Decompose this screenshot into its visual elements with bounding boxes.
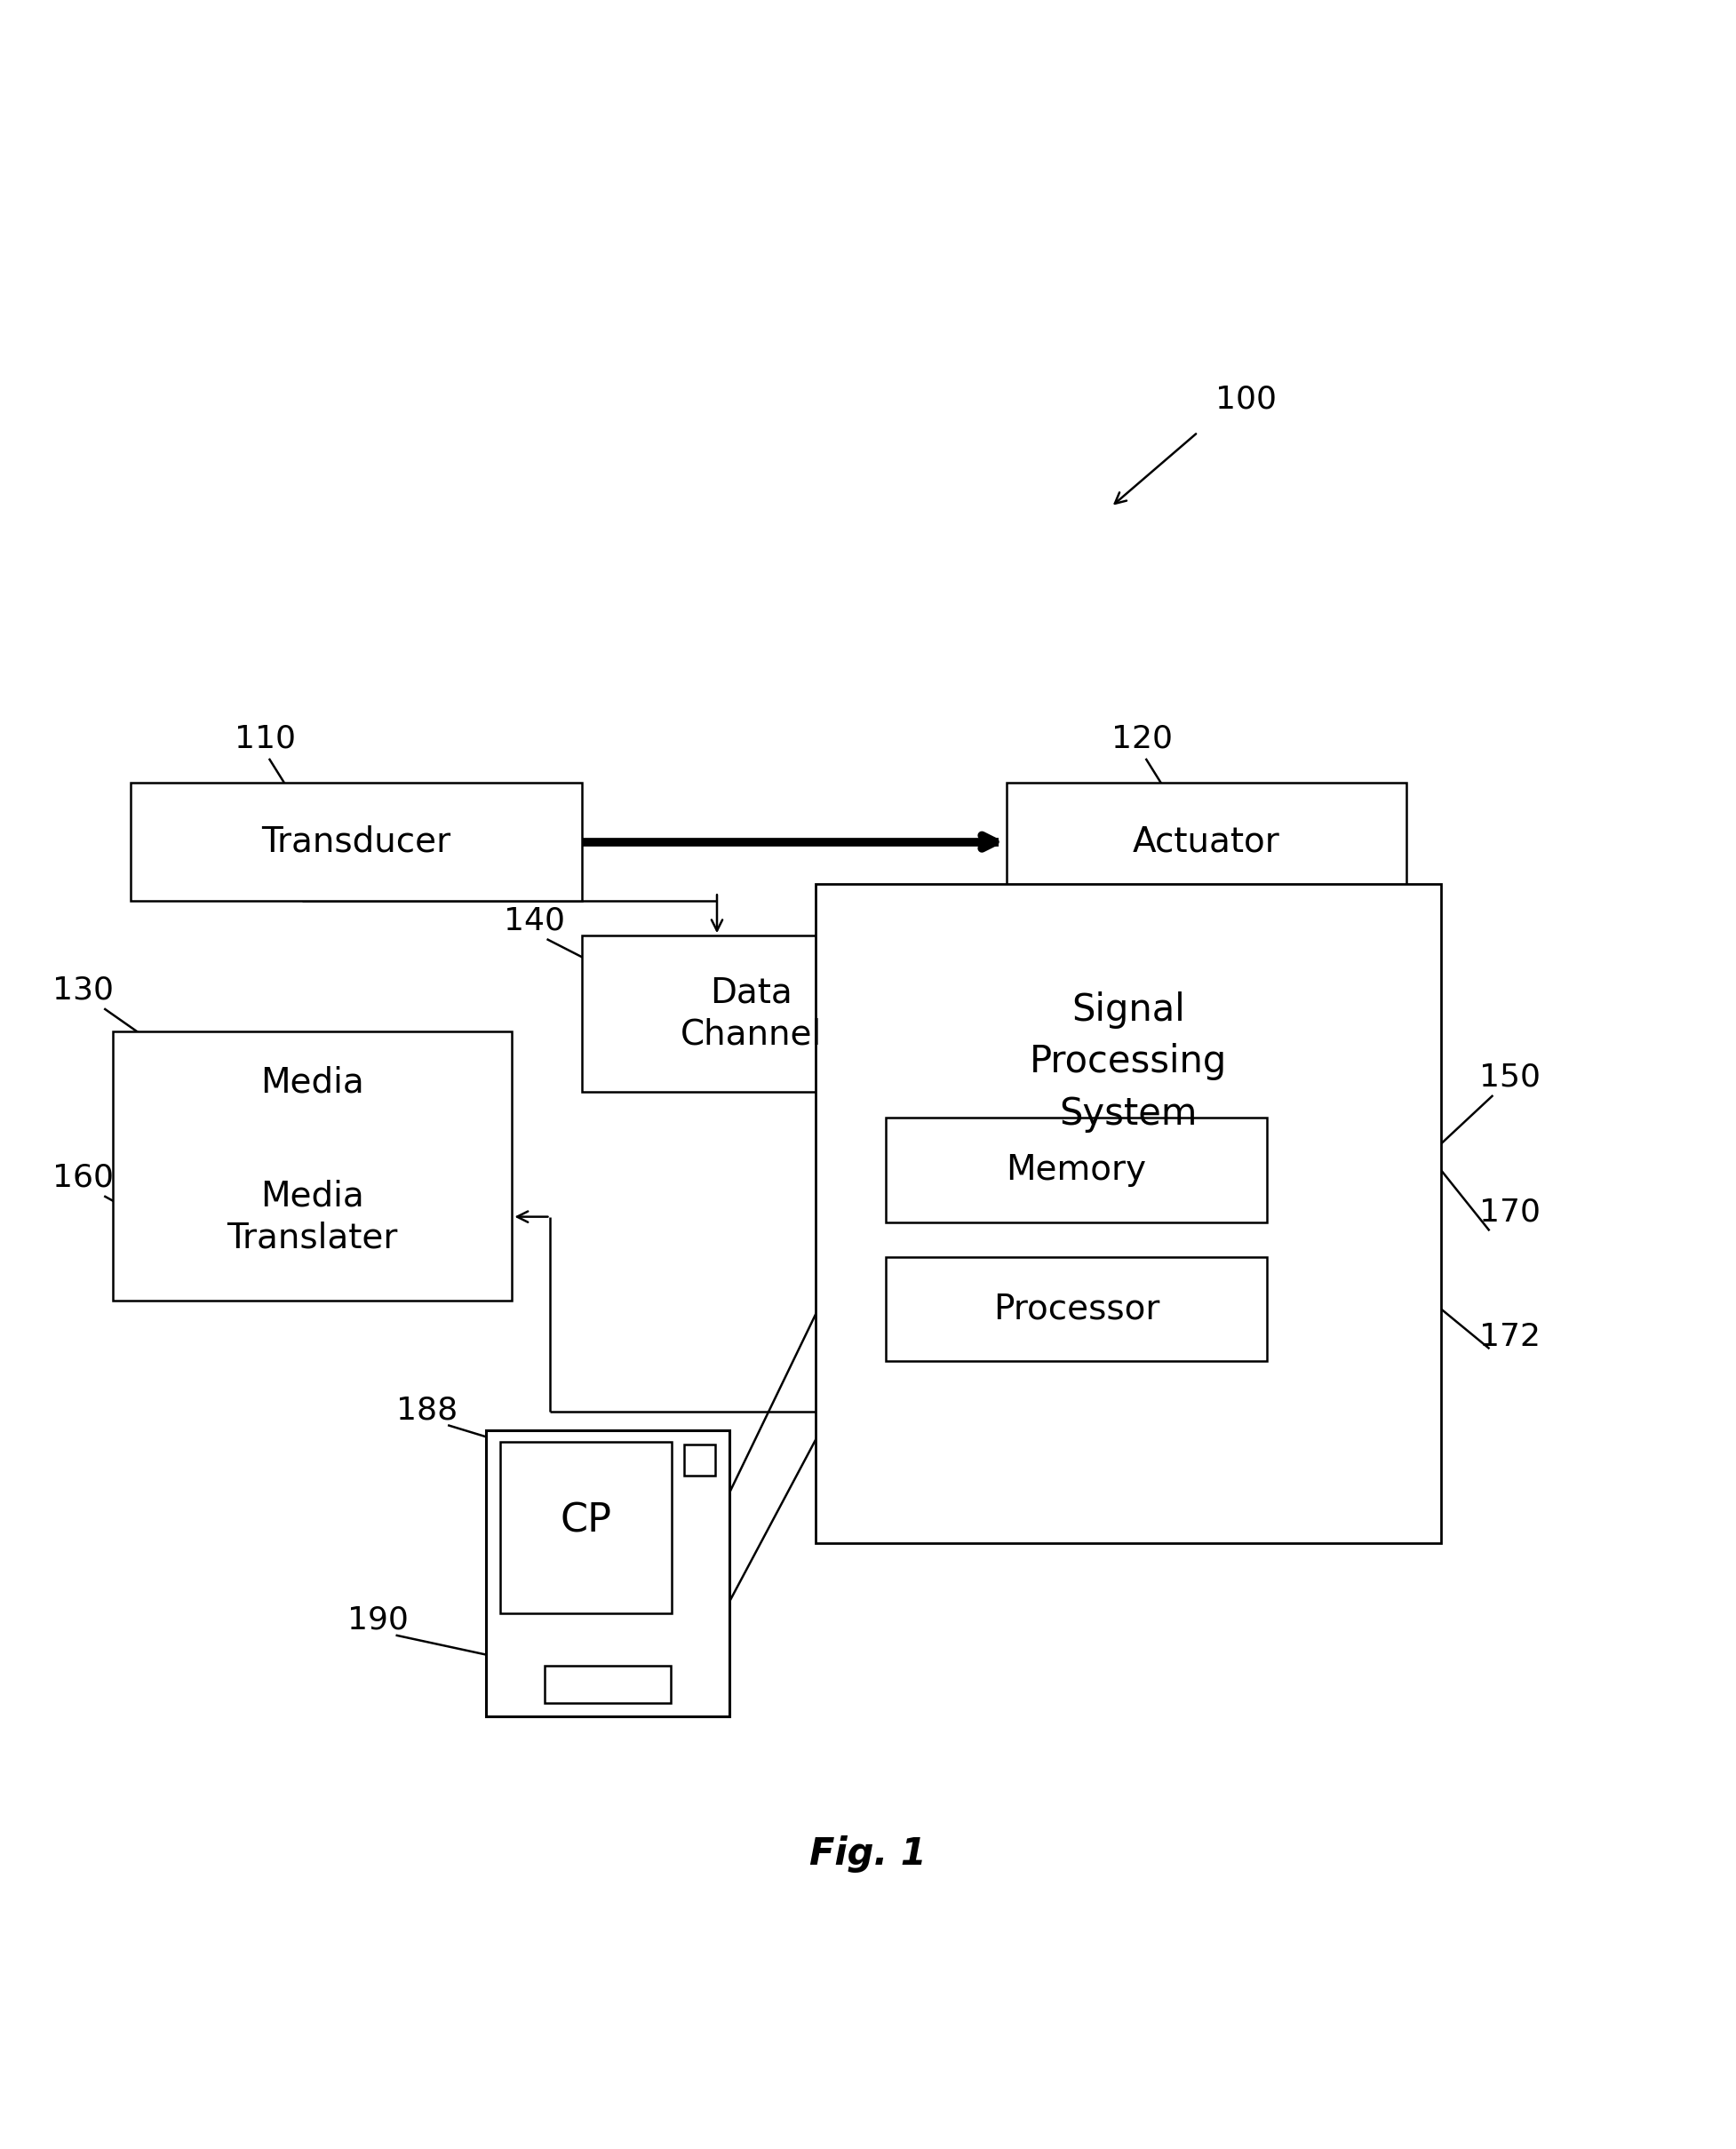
Text: Transducer: Transducer (260, 825, 451, 860)
Text: 188: 188 (396, 1395, 457, 1425)
Bar (684, 1444, 715, 1476)
Bar (885, 1117, 1267, 1223)
Text: Media
Translater: Media Translater (227, 1180, 398, 1255)
Text: 120: 120 (1111, 724, 1172, 754)
Text: Processor: Processor (993, 1292, 1160, 1326)
Text: 190: 190 (347, 1605, 408, 1635)
Text: Signal
Processing
System: Signal Processing System (1029, 991, 1227, 1133)
Bar (885, 1257, 1267, 1360)
Text: 100: 100 (1215, 385, 1276, 415)
Text: 110: 110 (234, 724, 295, 754)
Text: 140: 140 (503, 905, 564, 935)
Bar (486, 1431, 729, 1717)
Text: 150: 150 (1479, 1062, 1540, 1092)
Text: Fig. 1: Fig. 1 (809, 1835, 927, 1874)
Bar (582, 935, 920, 1092)
Text: 160: 160 (52, 1163, 113, 1193)
Text: Memory: Memory (1007, 1154, 1146, 1186)
Bar (113, 1032, 512, 1300)
Text: CP: CP (561, 1502, 611, 1541)
Text: 170: 170 (1479, 1197, 1540, 1227)
Text: 172: 172 (1479, 1322, 1540, 1352)
Bar (130, 782, 582, 900)
Bar (1007, 782, 1406, 900)
Bar (500, 1442, 672, 1614)
Bar (816, 883, 1441, 1543)
Text: Data
Channel: Data Channel (681, 976, 821, 1051)
Text: Actuator: Actuator (1134, 825, 1279, 860)
Text: Media: Media (260, 1066, 365, 1098)
Text: 130: 130 (52, 976, 113, 1006)
Bar (545, 1665, 670, 1702)
